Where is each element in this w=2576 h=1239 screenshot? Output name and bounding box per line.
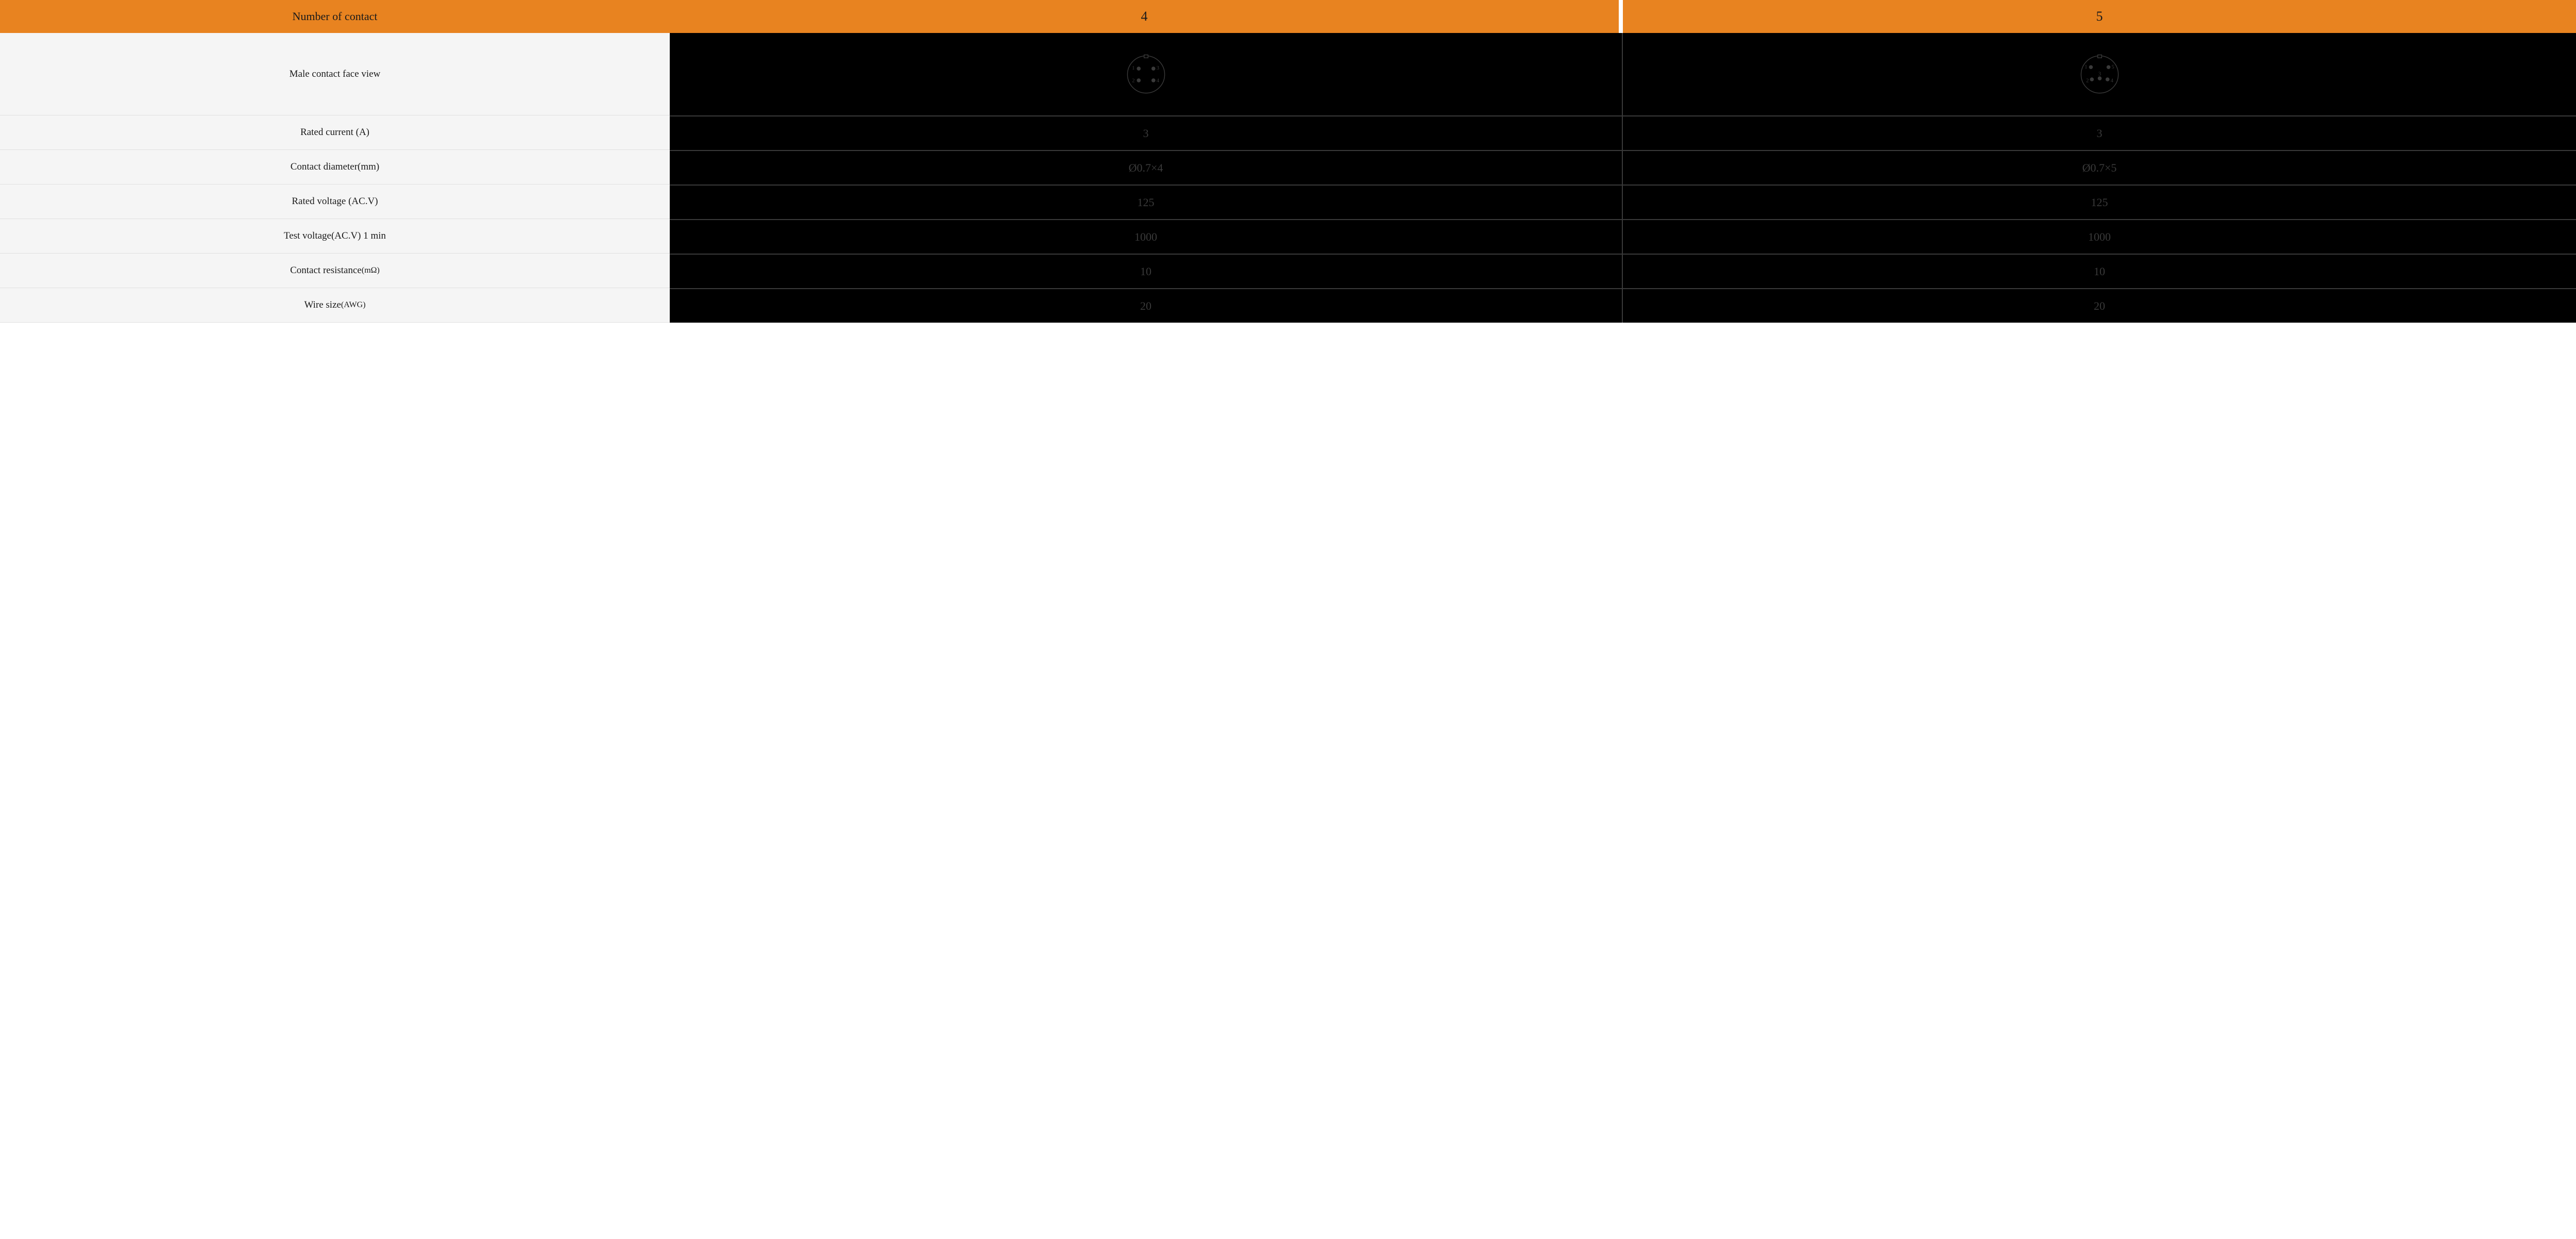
spec-col2: 10 [1623, 254, 2576, 288]
spec-value: 3 [1143, 127, 1149, 140]
svg-text:2: 2 [1132, 78, 1134, 83]
spec-col2: 125 [1623, 185, 2576, 219]
diagram-col1: 1 3 2 4 [670, 33, 1623, 115]
header-col1: 4 [670, 0, 1623, 33]
svg-text:4: 4 [2110, 78, 2113, 83]
diagram-label-text: Male contact face view [290, 69, 381, 80]
header-col2-value: 5 [2096, 9, 2103, 24]
spec-label-text: Wire size [304, 299, 341, 311]
spec-row-diameter: Contact diameter(mm) Ø0.7×4 Ø0.7×5 [0, 150, 2576, 185]
svg-text:4: 4 [1156, 78, 1159, 83]
spec-col1: 1000 [670, 219, 1623, 254]
spec-row-current: Rated current (A) 3 3 [0, 115, 2576, 150]
spec-label-text: Contact diameter(mm) [291, 161, 380, 173]
spec-label: Rated current (A) [0, 115, 670, 150]
header-col1-value: 4 [1141, 9, 1148, 24]
spec-label-text: Rated current (A) [300, 127, 369, 138]
spec-value: 10 [1140, 265, 1151, 278]
spec-table: Number of contact 4 5 Male contact face … [0, 0, 2576, 323]
spec-label-text: Test voltage(AC.V) 1 min [284, 230, 386, 242]
svg-text:1: 1 [2084, 64, 2087, 70]
spec-label: Rated voltage (AC.V) [0, 185, 670, 219]
spec-label-suffix: (AWG) [341, 300, 366, 310]
spec-col1: 125 [670, 185, 1623, 219]
spec-value: Ø0.7×4 [1129, 161, 1163, 175]
spec-col1: 10 [670, 254, 1623, 288]
spec-col1: Ø0.7×4 [670, 150, 1623, 185]
diagram-label: Male contact face view [0, 33, 670, 115]
spec-col2: 1000 [1623, 219, 2576, 254]
diagram-row: Male contact face view 1 3 2 4 1 [0, 33, 2576, 115]
spec-label: Test voltage(AC.V) 1 min [0, 219, 670, 254]
svg-text:2: 2 [2086, 78, 2089, 83]
spec-label: Contact diameter(mm) [0, 150, 670, 185]
spec-col1: 3 [670, 115, 1623, 150]
spec-label-suffix: (mΩ) [362, 266, 380, 275]
svg-text:5: 5 [2111, 64, 2114, 70]
spec-row-voltage: Rated voltage (AC.V) 125 125 [0, 185, 2576, 219]
spec-value: 20 [2094, 299, 2105, 313]
spec-value: 1000 [1134, 230, 1157, 244]
spec-value: 1000 [2088, 230, 2111, 244]
spec-value: 3 [2097, 127, 2103, 140]
header-row: Number of contact 4 5 [0, 0, 2576, 33]
spec-value: 125 [2091, 196, 2108, 209]
spec-row-wire-size: Wire size (AWG) 20 20 [0, 288, 2576, 323]
header-col2: 5 [1623, 0, 2576, 33]
spec-label-text: Rated voltage (AC.V) [292, 196, 378, 207]
spec-value: 10 [2094, 265, 2105, 278]
spec-value: 125 [1138, 196, 1155, 209]
spec-label: Wire size (AWG) [0, 288, 670, 323]
svg-text:3: 3 [1156, 65, 1159, 71]
svg-text:3: 3 [2098, 71, 2100, 77]
connector-5pin-icon: 1 5 3 2 4 [2075, 50, 2124, 99]
connector-4pin-icon: 1 3 2 4 [1122, 50, 1171, 99]
spec-row-resistance: Contact resistance (mΩ) 10 10 [0, 254, 2576, 288]
spec-label: Contact resistance (mΩ) [0, 254, 670, 288]
spec-col1: 20 [670, 288, 1623, 323]
spec-label-text: Contact resistance [290, 265, 362, 276]
svg-text:1: 1 [1132, 65, 1134, 71]
spec-col2: 20 [1623, 288, 2576, 323]
spec-row-test-voltage: Test voltage(AC.V) 1 min 1000 1000 [0, 219, 2576, 254]
spec-value: Ø0.7×5 [2082, 161, 2117, 175]
diagram-col2: 1 5 3 2 4 [1623, 33, 2576, 115]
spec-col2: Ø0.7×5 [1623, 150, 2576, 185]
header-label: Number of contact [0, 0, 670, 33]
spec-col2: 3 [1623, 115, 2576, 150]
header-label-text: Number of contact [293, 10, 378, 23]
spec-value: 20 [1140, 299, 1151, 313]
